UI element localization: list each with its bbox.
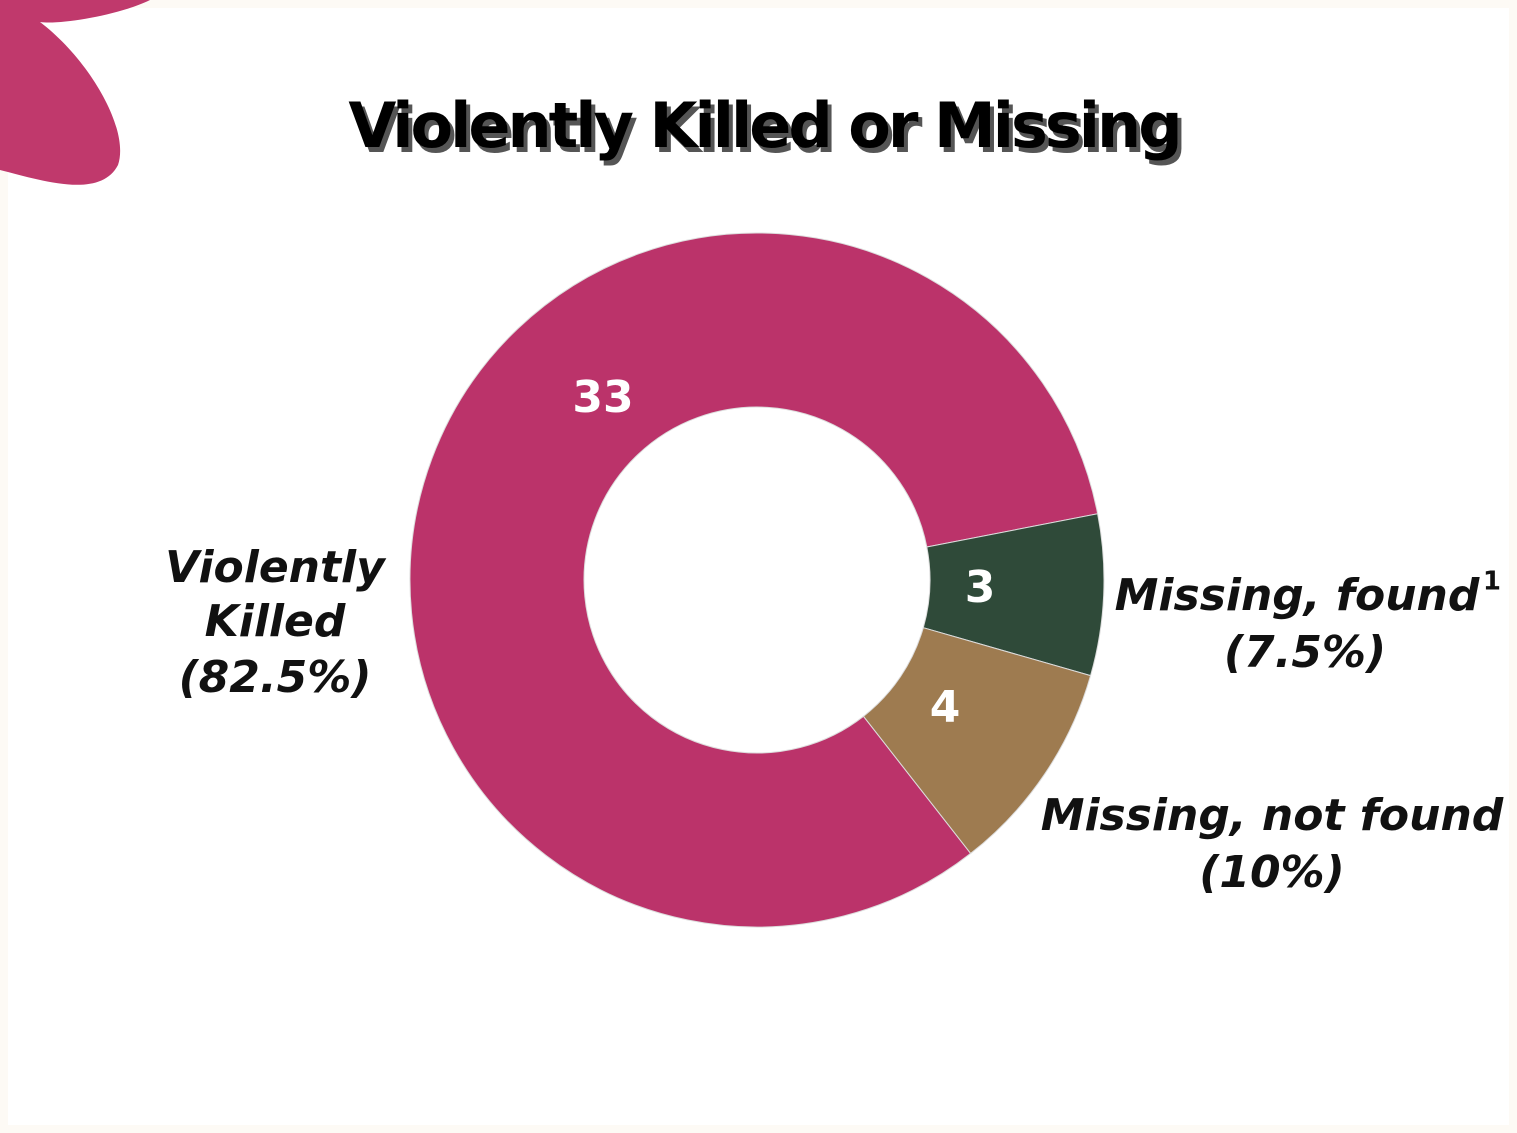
category-label: Missing, found <box>1115 570 1480 621</box>
value-label: 3 <box>965 562 996 613</box>
category-label: Missing, not found <box>1041 790 1504 841</box>
value-label: 4 <box>930 682 961 733</box>
chart-title: Violently Killed or Missing <box>348 89 1179 162</box>
share-label: (7.5%) <box>1224 627 1386 678</box>
chart: Violently Killed or Missing Violently Ki… <box>0 0 1517 1133</box>
share-label: (10%) <box>1199 847 1345 898</box>
value-label: 33 <box>572 372 633 423</box>
footnote-mark: 1 <box>1483 567 1501 597</box>
share-label: (82.5%) <box>179 652 372 703</box>
